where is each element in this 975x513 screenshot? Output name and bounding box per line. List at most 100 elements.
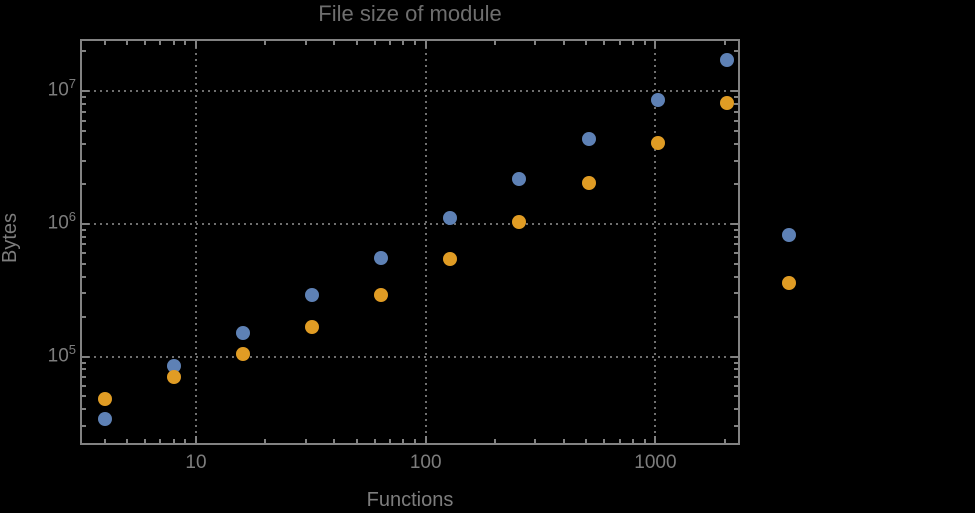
x-tick	[414, 439, 417, 443]
x-tick	[424, 436, 427, 443]
y-tick	[82, 130, 86, 133]
x-tick	[534, 439, 537, 443]
x-tick-mirror	[603, 41, 606, 45]
x-tick-mirror	[414, 41, 417, 45]
y-tick-label: 107	[47, 76, 76, 101]
x-tick-mirror	[144, 41, 147, 45]
y-tick-mirror	[734, 384, 738, 387]
x-tick	[632, 439, 635, 443]
y-tick-mirror	[734, 228, 738, 231]
x-tick-mirror	[618, 41, 621, 45]
data-point-series-2-orange	[166, 370, 181, 385]
data-point-series-1-blue	[719, 53, 734, 68]
y-tick-mirror	[731, 222, 738, 225]
x-tick	[389, 439, 392, 443]
x-tick-mirror	[184, 41, 187, 45]
y-tick	[82, 103, 86, 106]
y-tick-mirror	[734, 50, 738, 53]
x-tick-mirror	[493, 41, 496, 45]
x-tick-mirror	[172, 41, 175, 45]
y-tick-mirror	[734, 315, 738, 318]
y-gridline	[82, 90, 738, 93]
x-tick	[172, 439, 175, 443]
x-tick-mirror	[195, 41, 197, 48]
y-tick	[82, 110, 86, 113]
y-tick-mirror	[734, 182, 738, 185]
y-tick-mirror	[734, 376, 738, 379]
data-point-series-1-blue	[781, 227, 796, 242]
x-tick	[654, 436, 657, 443]
data-point-series-2-orange	[97, 391, 112, 406]
y-tick	[82, 228, 86, 231]
y-tick-mirror	[734, 395, 738, 398]
y-tick	[82, 50, 86, 53]
y-tick	[82, 159, 86, 162]
y-tick	[82, 262, 86, 265]
y-tick-mirror	[731, 355, 738, 358]
x-tick-mirror	[333, 41, 336, 45]
x-tick	[184, 439, 187, 443]
data-point-series-1-blue	[374, 251, 389, 266]
x-tick-mirror	[373, 41, 376, 45]
x-tick	[493, 439, 496, 443]
y-tick	[82, 182, 86, 185]
x-tick	[103, 439, 106, 443]
x-tick	[603, 439, 606, 443]
y-tick-mirror	[734, 408, 738, 411]
data-point-series-1-blue	[235, 326, 250, 341]
y-tick-mirror	[734, 275, 738, 278]
y-tick-mirror	[734, 96, 738, 99]
data-point-series-2-orange	[650, 136, 665, 151]
x-axis-label: Functions	[366, 489, 454, 511]
plot-frame	[80, 39, 740, 445]
y-tick-label: 106	[47, 208, 76, 234]
x-tick	[402, 439, 405, 443]
x-tick-mirror	[304, 41, 307, 45]
x-gridline	[654, 41, 657, 443]
x-tick-mirror	[562, 41, 565, 45]
y-tick-mirror	[734, 361, 738, 364]
y-tick	[82, 235, 86, 238]
x-tick-label: 1000	[634, 452, 677, 473]
x-tick-mirror	[654, 41, 657, 48]
data-point-series-2-orange	[374, 288, 389, 303]
x-tick-mirror	[585, 41, 588, 45]
x-tick-mirror	[264, 41, 267, 45]
y-tick	[82, 368, 86, 371]
y-tick-mirror	[734, 235, 738, 238]
x-tick-mirror	[643, 41, 646, 45]
x-tick-mirror	[632, 41, 635, 45]
x-tick-mirror	[723, 41, 726, 45]
y-gridline	[82, 355, 738, 358]
data-point-series-2-orange	[512, 214, 527, 229]
data-point-series-2-orange	[781, 275, 796, 290]
y-tick	[82, 315, 86, 318]
y-tick	[82, 384, 86, 387]
data-point-series-1-blue	[650, 92, 665, 107]
x-tick	[144, 439, 147, 443]
y-tick-mirror	[734, 130, 738, 133]
y-tick-mirror	[734, 252, 738, 255]
y-tick-mirror	[734, 143, 738, 146]
x-tick	[159, 439, 162, 443]
y-tick	[82, 424, 86, 427]
y-tick-mirror	[734, 103, 738, 106]
y-tick	[82, 376, 86, 379]
y-tick-mirror	[734, 292, 738, 295]
x-tick-mirror	[103, 41, 106, 45]
y-tick-mirror	[734, 110, 738, 113]
x-tick-label: 100	[409, 452, 442, 473]
y-tick	[82, 275, 86, 278]
y-tick	[82, 408, 86, 411]
y-tick-mirror	[734, 243, 738, 246]
y-tick	[82, 252, 86, 255]
y-tick-mirror	[734, 262, 738, 265]
y-tick	[82, 96, 86, 99]
y-tick-mirror	[731, 90, 738, 93]
data-point-series-1-blue	[305, 288, 320, 303]
x-tick	[264, 439, 267, 443]
x-tick-mirror	[402, 41, 405, 45]
x-tick	[618, 439, 621, 443]
